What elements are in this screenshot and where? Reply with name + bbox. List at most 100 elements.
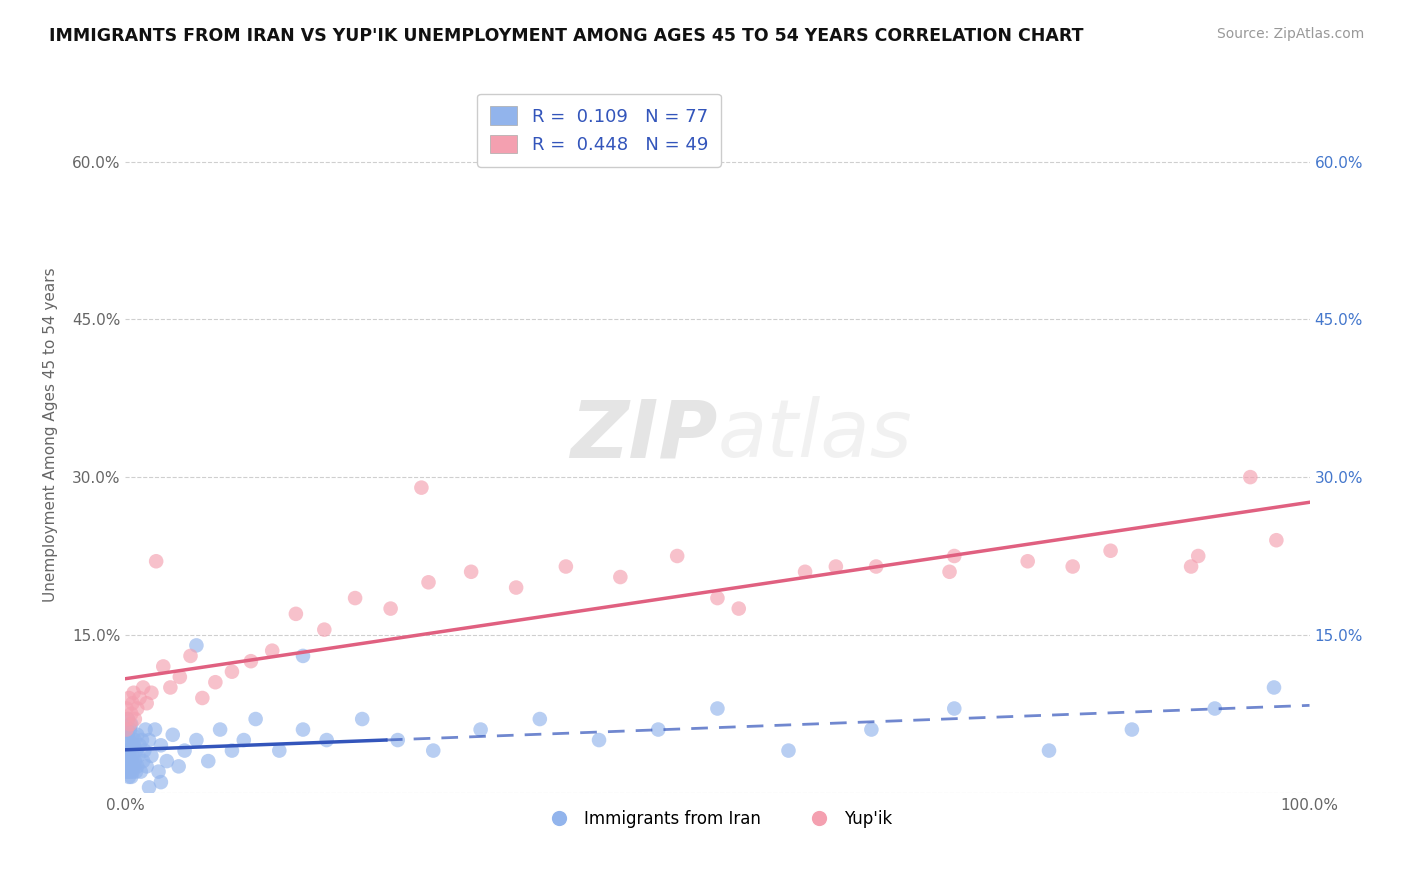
Point [380,601,402,615]
Point [418,575,440,590]
Text: ZIP: ZIP [569,396,717,474]
Point [122,686,145,700]
Point [121,728,143,742]
Point [315,733,337,747]
Point [314,623,336,637]
Point [179,648,201,663]
Point [115,733,138,747]
Point [117,712,139,726]
Point [1204,701,1226,715]
Point [117,754,139,768]
Point [209,723,232,737]
Point [115,723,138,737]
Point [186,639,208,653]
Point [138,733,160,747]
Point [145,554,167,568]
Point [938,565,960,579]
Point [118,759,141,773]
Point [460,565,482,579]
Point [117,743,139,757]
Point [115,743,138,757]
Point [120,754,142,768]
Point [121,748,143,763]
Point [167,759,190,773]
Legend: Immigrants from Iran, Yup'ik: Immigrants from Iran, Yup'ik [536,803,900,834]
Point [128,691,150,706]
Point [118,770,141,784]
Point [865,559,887,574]
Point [943,701,966,715]
Point [149,775,172,789]
Point [1121,723,1143,737]
Point [387,733,409,747]
Point [245,712,267,726]
Point [149,739,172,753]
Point [129,764,152,779]
Point [125,743,148,757]
Point [291,648,314,663]
Text: Source: ZipAtlas.com: Source: ZipAtlas.com [1216,27,1364,41]
Point [148,764,170,779]
Point [115,701,138,715]
Point [344,591,367,605]
Point [197,754,219,768]
Point [1265,533,1288,548]
Point [117,712,139,726]
Point [122,739,145,753]
Point [470,723,492,737]
Point [186,733,208,747]
Point [1239,470,1261,484]
Point [141,748,163,763]
Point [120,717,142,731]
Point [422,743,444,757]
Point [173,743,195,757]
Point [135,696,157,710]
Point [156,754,179,768]
Point [131,733,153,747]
Point [1062,559,1084,574]
Point [666,549,689,563]
Point [124,754,146,768]
Point [411,481,433,495]
Point [120,717,142,731]
Point [122,759,145,773]
Point [778,743,800,757]
Point [647,723,669,737]
Point [134,723,156,737]
Point [118,733,141,747]
Point [162,728,184,742]
Point [1187,549,1209,563]
Point [262,643,284,657]
Point [1180,559,1202,574]
Point [554,559,576,574]
Point [706,701,728,715]
Point [204,675,226,690]
Point [138,780,160,795]
Point [117,728,139,742]
Point [121,696,143,710]
Point [132,681,155,695]
Point [128,739,150,753]
Point [120,739,142,753]
Point [1099,543,1122,558]
Y-axis label: Unemployment Among Ages 45 to 54 years: Unemployment Among Ages 45 to 54 years [44,268,58,602]
Point [120,770,142,784]
Point [860,723,883,737]
Point [124,712,146,726]
Point [143,723,166,737]
Point [1263,681,1285,695]
Point [1017,554,1039,568]
Point [117,764,139,779]
Point [794,565,817,579]
Text: atlas: atlas [717,396,912,474]
Point [127,748,149,763]
Point [169,670,191,684]
Point [127,759,149,773]
Text: IMMIGRANTS FROM IRAN VS YUP'IK UNEMPLOYMENT AMONG AGES 45 TO 54 YEARS CORRELATIO: IMMIGRANTS FROM IRAN VS YUP'IK UNEMPLOYM… [49,27,1084,45]
Point [505,581,527,595]
Point [706,591,728,605]
Point [120,764,142,779]
Point [120,706,142,721]
Point [159,681,181,695]
Point [291,723,314,737]
